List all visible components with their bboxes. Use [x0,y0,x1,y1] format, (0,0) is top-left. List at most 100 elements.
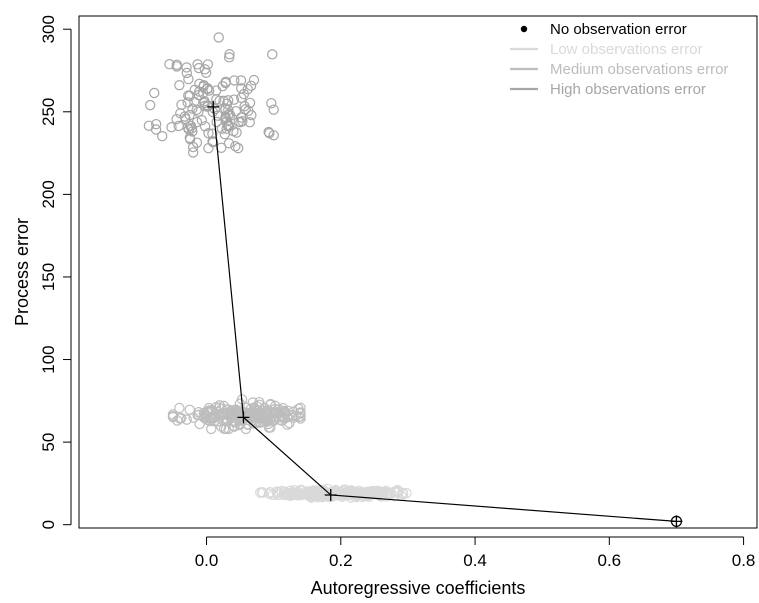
y-axis: 0 50 100 150 200 250 300 [39,15,72,529]
data-point [245,80,257,92]
data-point [235,75,247,86]
data-point [181,62,192,73]
x-tick-label: 0.0 [195,551,219,570]
data-point [229,75,240,86]
data-point [211,116,222,128]
mean-marker [670,515,683,528]
x-axis-title: Autoregressive coefficients [311,578,526,598]
data-point [240,423,252,435]
data-point [268,408,280,419]
data-point [229,421,240,432]
data-point [244,97,256,109]
legend-label: Low observations error [550,41,703,58]
data-point [251,417,262,428]
data-point [230,141,241,152]
x-tick-label: 0.6 [597,551,621,570]
data-point [187,141,199,153]
data-point [174,80,185,91]
data-point [212,110,224,121]
data-point [401,488,412,499]
data-point [268,104,279,115]
data-point [216,421,227,432]
y-tick-label: 50 [39,433,58,452]
legend-item: Medium observations error [510,61,728,78]
data-point [283,489,295,500]
data-point [218,95,229,107]
data-point [203,127,214,139]
no-observation-error-point [670,515,683,527]
data-point [211,94,222,105]
data-point [213,402,225,414]
data-point [193,409,204,421]
data-point [242,83,254,95]
data-point [185,120,196,132]
data-point [187,147,199,158]
data-point [213,32,224,43]
legend-label: High observations error [550,81,706,98]
data-point [248,74,260,86]
series-medium-observations-error [167,394,306,435]
y-tick-label: 150 [39,263,58,291]
legend-item: No observation error [520,21,687,38]
data-point [203,85,215,96]
data-point [180,113,191,125]
legend-item: High observations error [510,81,706,98]
data-point [194,418,205,430]
data-point [220,111,231,123]
data-point [193,89,204,101]
legend: No observation error Low observations err… [510,21,728,98]
data-point [222,409,233,421]
x-tick-label: 0.2 [329,551,353,570]
series-high-observations-error [143,32,279,158]
data-point [174,402,185,414]
legend-label: Medium observations error [550,61,728,78]
data-point [209,104,221,115]
data-point [150,118,162,130]
data-point [266,97,277,109]
legend-dot [520,25,528,33]
data-point [267,49,278,60]
legend-item: Low observations error [510,41,703,58]
mean-path-line [212,106,677,522]
mean-path [207,100,683,528]
data-point [203,143,214,154]
data-point [237,116,248,127]
y-axis-title: Process error [12,218,32,326]
data-point [196,115,208,126]
data-point [189,84,201,96]
data-point [235,117,246,128]
data-point [273,487,284,498]
data-point [294,489,305,500]
data-point [184,404,195,415]
data-point [199,408,211,420]
x-tick-label: 0.4 [463,551,487,570]
data-point [383,487,394,498]
data-point [149,87,160,99]
data-point [182,97,193,108]
data-point [164,58,175,70]
data-point [193,62,205,74]
data-point [268,130,279,141]
data-point [220,103,231,114]
data-point [207,136,218,147]
y-tick-label: 200 [39,180,58,208]
data-point [216,123,228,134]
data-point [358,488,369,500]
data-point [221,123,232,134]
data-point [184,132,196,144]
data-point [255,487,266,498]
data-point [300,488,311,499]
data-point [306,486,317,498]
data-point [205,412,216,423]
data-point [175,108,186,119]
data-point [389,490,400,502]
y-tick-label: 300 [39,15,58,43]
data-point [223,423,234,435]
x-tick-label: 0.8 [732,551,756,570]
data-point [150,124,162,135]
y-tick-label: 100 [39,345,58,373]
data-point [215,409,226,420]
data-point [368,485,379,497]
data-point [176,99,187,111]
data-point [228,94,240,105]
